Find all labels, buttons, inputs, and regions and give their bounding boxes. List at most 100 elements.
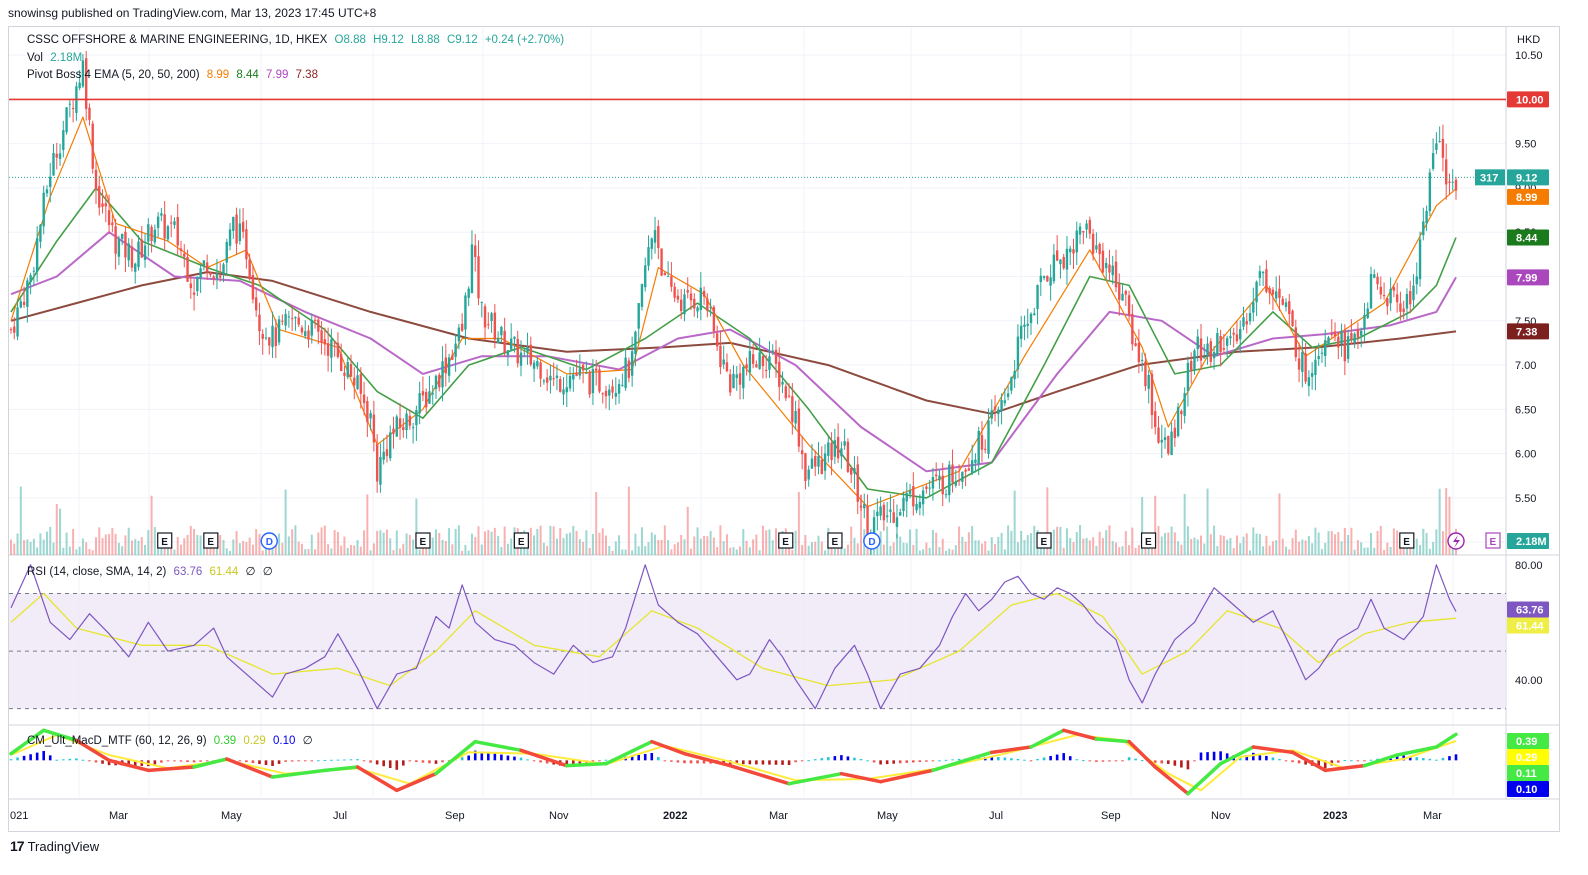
volume-legend[interactable]: Vol 2.18M bbox=[27, 52, 86, 64]
chart-panel[interactable]: HKD10.5010.009.509.008.508.007.507.006.5… bbox=[8, 26, 1560, 832]
candle-body bbox=[843, 441, 846, 446]
macd-hist-bar bbox=[578, 760, 582, 765]
macd-hist-bar bbox=[186, 760, 189, 762]
candle-body bbox=[872, 517, 876, 537]
macd-tag: 0.29 bbox=[1507, 749, 1549, 765]
macd-hist-bar bbox=[297, 760, 300, 762]
macd-hist-bar bbox=[1212, 751, 1216, 761]
earnings-box bbox=[415, 532, 431, 549]
volume-bar bbox=[1245, 533, 1248, 555]
ema-legend[interactable]: Pivot Boss 4 EMA (5, 20, 50, 200) 8.99 8… bbox=[27, 69, 322, 81]
macd-legend[interactable]: CM_Ult_MacD_MTF (60, 12, 26, 9) 0.39 0.2… bbox=[27, 733, 317, 747]
candle-body bbox=[814, 456, 817, 467]
footer-brand[interactable]: 17 TradingView bbox=[10, 838, 99, 854]
macd-hist-bar bbox=[1304, 760, 1307, 765]
candle-body bbox=[509, 338, 513, 350]
candle-body bbox=[16, 307, 19, 337]
volume-bar bbox=[382, 532, 385, 555]
candle-body bbox=[238, 223, 242, 242]
volume-bar bbox=[810, 542, 813, 555]
volume-bar bbox=[1262, 546, 1265, 555]
volume-bar bbox=[693, 536, 696, 555]
macd-hist-bar bbox=[1114, 760, 1118, 762]
candle-body bbox=[784, 386, 788, 399]
volume-bar bbox=[310, 534, 313, 555]
candle-body bbox=[1317, 356, 1320, 360]
volume-bar bbox=[1173, 532, 1176, 555]
candle-body bbox=[245, 229, 248, 260]
volume-bar bbox=[788, 546, 791, 555]
candle-body bbox=[1023, 324, 1026, 328]
volume-bar bbox=[1386, 542, 1389, 555]
earnings-marker-icon: E bbox=[157, 532, 173, 549]
volume-bar bbox=[1124, 531, 1127, 555]
volume-bar bbox=[1121, 546, 1124, 555]
macd-hist-bar bbox=[323, 759, 327, 761]
candle-body bbox=[58, 153, 62, 159]
volume-bar bbox=[1356, 540, 1359, 555]
volume-bar bbox=[1435, 529, 1438, 555]
volume-bar bbox=[807, 545, 810, 555]
macd-tag-bg bbox=[1507, 781, 1549, 797]
volume-bar bbox=[510, 538, 513, 555]
earnings-marker-icon: E bbox=[778, 532, 794, 549]
symbol-name[interactable]: CSSC OFFSHORE & MARINE ENGINEERING, 1D, … bbox=[27, 34, 328, 46]
candle-body bbox=[621, 384, 624, 386]
candle-body bbox=[1376, 276, 1379, 285]
volume-bar bbox=[712, 537, 715, 555]
macd-hist-bar bbox=[938, 760, 941, 762]
macd-hist-bar bbox=[434, 760, 438, 764]
macd-hist-bar bbox=[277, 760, 281, 764]
volume-bar bbox=[1327, 531, 1330, 555]
chart-canvas[interactable]: HKD10.5010.009.509.008.508.007.507.006.5… bbox=[9, 27, 1559, 831]
ema-price-tag-text: 7.99 bbox=[1516, 272, 1537, 284]
candle-body bbox=[892, 512, 895, 523]
ema-price-tag-bg bbox=[1507, 229, 1549, 246]
volume-bar bbox=[65, 532, 68, 555]
macd-hist-bar bbox=[402, 760, 405, 766]
macd-line-segment bbox=[1029, 728, 1066, 749]
volume-bar bbox=[725, 534, 728, 555]
candle-body bbox=[670, 276, 673, 287]
volume-bar bbox=[1291, 537, 1294, 555]
earnings-box bbox=[778, 532, 794, 549]
symbol-legend[interactable]: CSSC OFFSHORE & MARINE ENGINEERING, 1D, … bbox=[27, 34, 568, 46]
macd-hist-bar bbox=[506, 755, 510, 761]
candle-body bbox=[1019, 325, 1023, 339]
volume-bar bbox=[95, 537, 97, 555]
candle-body bbox=[294, 316, 297, 319]
macd-hist-bar bbox=[532, 760, 536, 762]
macd-hist-bar bbox=[88, 760, 91, 762]
earnings-letter: E bbox=[831, 537, 838, 548]
candle-body bbox=[464, 295, 467, 330]
candle-body bbox=[1176, 407, 1180, 437]
volume-bar bbox=[91, 550, 94, 555]
volume-bar bbox=[555, 538, 558, 555]
candle-body bbox=[65, 107, 68, 133]
candle-body bbox=[1337, 336, 1340, 348]
candle-body bbox=[1225, 338, 1229, 346]
volume-bar bbox=[1399, 544, 1402, 555]
volume-bar bbox=[667, 540, 670, 555]
macd-line-segment bbox=[41, 728, 79, 743]
volume-bar bbox=[794, 530, 797, 555]
candle-body bbox=[771, 350, 774, 353]
candle-body bbox=[1366, 308, 1369, 318]
macd-hist-bar bbox=[866, 760, 869, 762]
volume-bar bbox=[529, 527, 532, 555]
candle-body bbox=[1369, 274, 1373, 309]
earnings-box bbox=[1036, 532, 1052, 549]
candle-body bbox=[300, 327, 304, 333]
candle-body bbox=[392, 428, 395, 434]
earnings-marker-icon: E bbox=[1036, 532, 1052, 549]
volume-bar bbox=[13, 543, 16, 555]
rsi-legend[interactable]: RSI (14, close, SMA, 14, 2) 63.76 61.44 … bbox=[27, 564, 277, 578]
candle-body bbox=[993, 406, 997, 410]
volume-bar bbox=[768, 529, 771, 555]
volume-bar bbox=[343, 536, 346, 555]
volume-bar bbox=[10, 539, 12, 555]
candle-body bbox=[1284, 302, 1288, 307]
candle-body bbox=[1046, 276, 1049, 282]
candle-body bbox=[1091, 233, 1095, 254]
volume-bar bbox=[314, 549, 317, 555]
